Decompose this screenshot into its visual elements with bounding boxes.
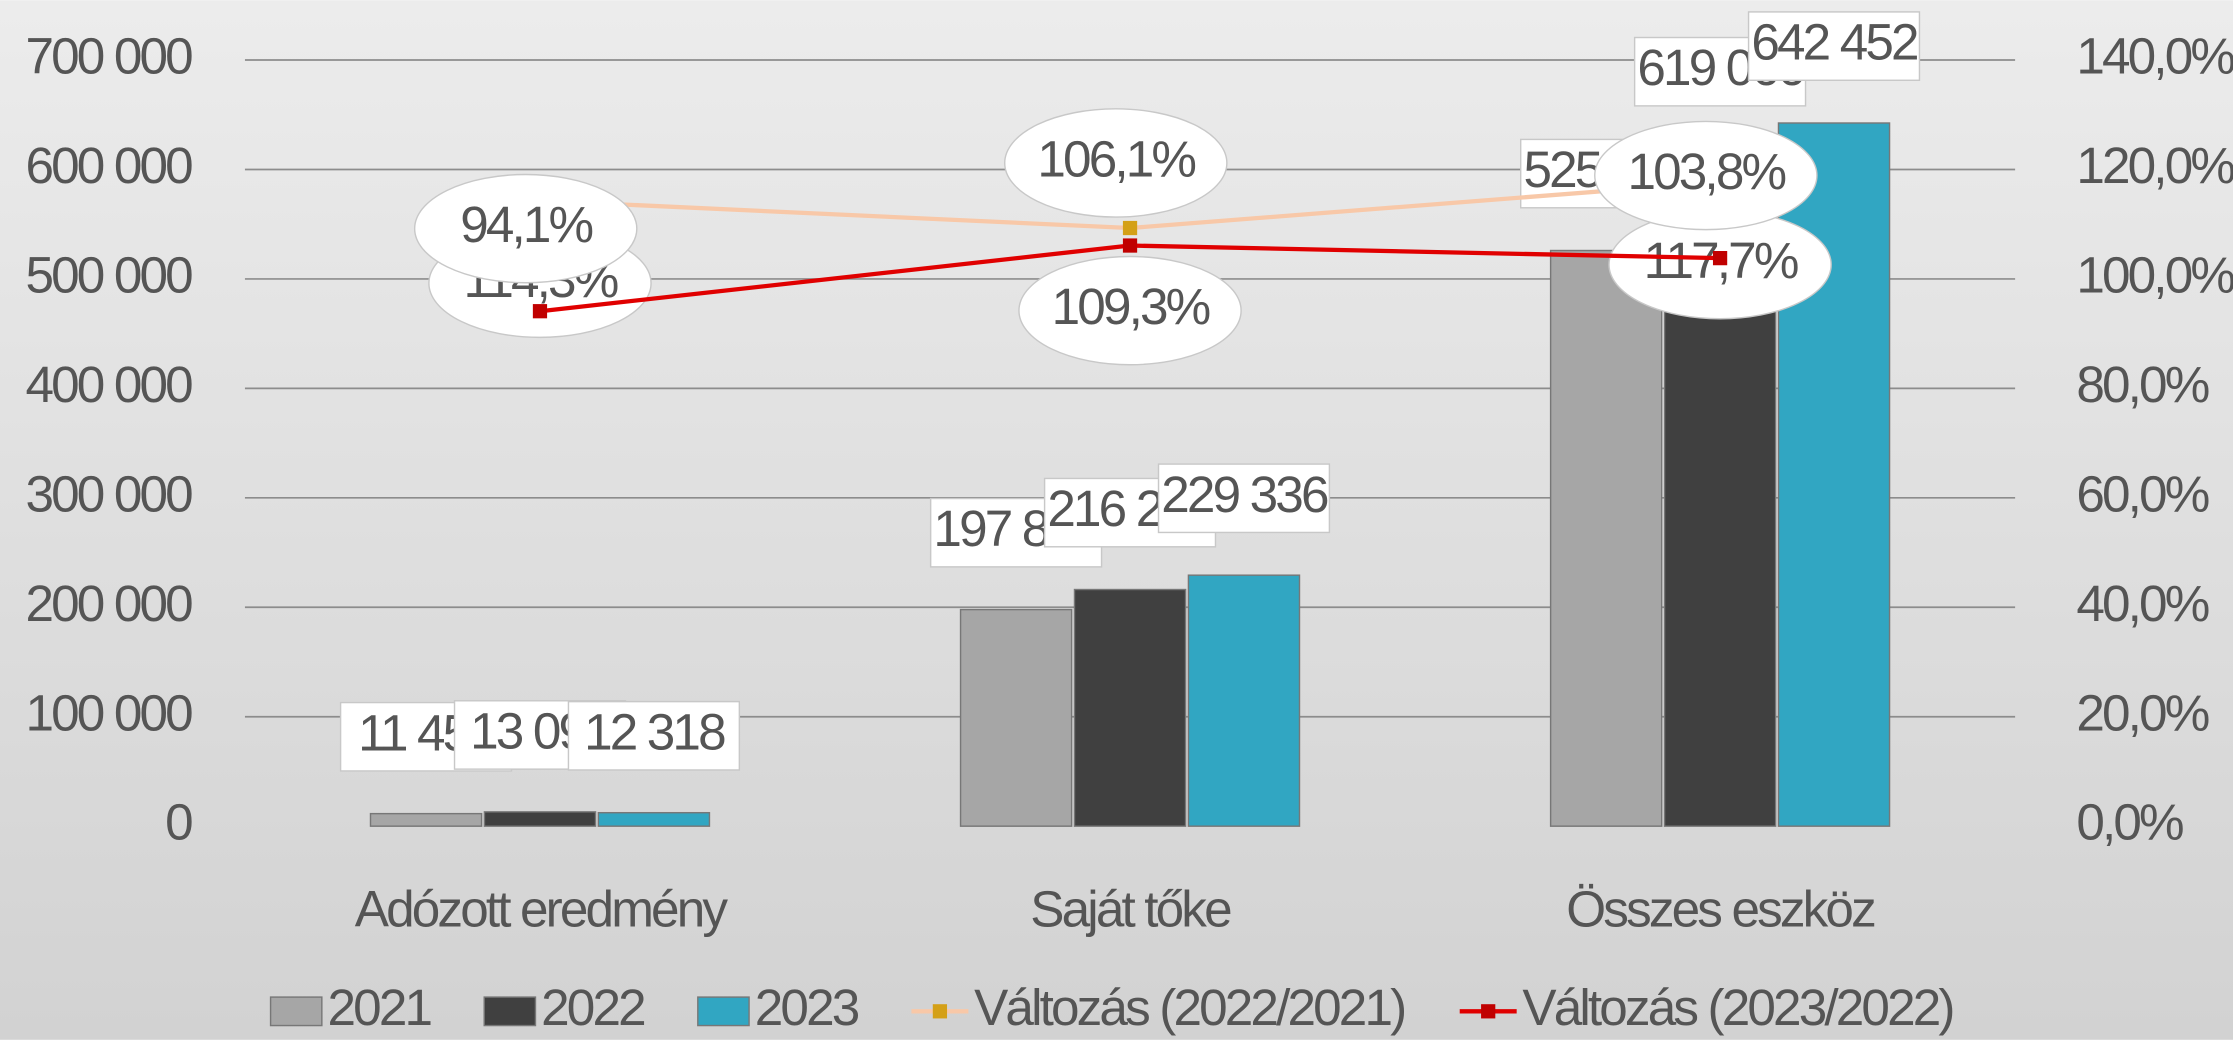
marker <box>1122 220 1138 236</box>
legend-marker <box>1481 1004 1496 1019</box>
y2-tick-label: 40,0% <box>2076 575 2208 632</box>
marker <box>532 304 548 319</box>
legend-label: 2021 <box>328 979 431 1036</box>
data-label: 109,3% <box>1052 278 1210 335</box>
label-bubble <box>1594 120 1818 231</box>
y2-tick-label: 120,0% <box>2076 137 2233 194</box>
bar <box>1187 574 1301 827</box>
legend-label: 2022 <box>541 979 644 1036</box>
y-tick-label: 300 000 <box>26 465 193 522</box>
data-label: 103,8% <box>1627 143 1785 200</box>
y2-tick-label: 140,0% <box>2076 28 2233 85</box>
bar <box>1549 249 1663 827</box>
y-tick-label: 500 000 <box>26 246 193 303</box>
label-bubble <box>413 173 638 284</box>
label-box <box>567 700 741 771</box>
label-bubble <box>1018 255 1242 366</box>
legend-label: Változás (2022/2021) <box>974 979 1404 1036</box>
data-label: 94,1% <box>460 196 592 253</box>
bar <box>369 812 483 827</box>
legend-label: Változás (2023/2022) <box>1522 979 1952 1036</box>
legend-swatch <box>483 996 537 1027</box>
y-tick-label: 0 <box>165 794 192 851</box>
y-tick-label: 400 000 <box>26 356 193 413</box>
y2-tick-label: 60,0% <box>2076 465 2208 522</box>
legend-swatch <box>697 996 750 1027</box>
y2-tick-label: 100,0% <box>2076 246 2233 303</box>
x-tick-label: Összes eszköz <box>1566 881 1875 938</box>
legend-marker <box>932 1004 948 1019</box>
y2-tick-label: 0,0% <box>2076 794 2183 851</box>
y-tick-label: 600 000 <box>26 137 193 194</box>
bar <box>597 811 711 827</box>
y-tick-label: 200 000 <box>26 575 193 632</box>
y2-tick-label: 80,0% <box>2076 356 2208 413</box>
data-label: 12 318 <box>584 703 725 760</box>
label-box <box>1747 11 1921 81</box>
label-box <box>1157 463 1331 534</box>
data-label: 229 336 <box>1161 466 1328 523</box>
marker <box>1712 251 1728 266</box>
legend-label: 2023 <box>755 979 859 1036</box>
y-tick-label: 700 000 <box>26 28 193 85</box>
data-label: 106,1% <box>1037 130 1195 187</box>
bar <box>1073 588 1187 827</box>
data-label: 642 452 <box>1751 14 1917 71</box>
y2-tick-label: 20,0% <box>2076 684 2208 741</box>
y-tick-label: 100 000 <box>26 684 193 741</box>
bar <box>483 811 597 827</box>
label-bubble <box>1003 108 1228 218</box>
marker <box>1122 238 1138 253</box>
bar <box>959 608 1073 827</box>
legend-swatch <box>269 996 323 1027</box>
x-tick-label: Adózott eredmény <box>355 881 729 938</box>
x-tick-label: Saját tőke <box>1030 881 1231 938</box>
